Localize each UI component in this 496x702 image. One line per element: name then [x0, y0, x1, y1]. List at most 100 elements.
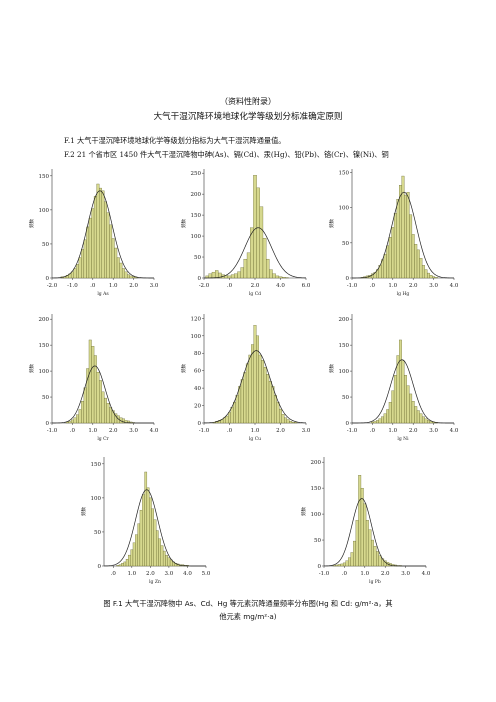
x-tick-label: 1.0: [88, 428, 97, 434]
histogram-pb: -1.0 .0 1.0 2.0 3.0 4.0 0 50 100 150 200 lg Pb 频数: [300, 453, 431, 588]
histogram-bar: [70, 419, 74, 424]
y-tick-label: 150: [339, 171, 350, 177]
x-tick-label: .0: [370, 283, 376, 289]
y-tick-label: 100: [91, 496, 102, 502]
x-tick-label: 2.0: [381, 571, 390, 577]
histogram-bar: [134, 277, 138, 279]
histogram-bar: [151, 508, 154, 567]
x-tick-label: .0: [111, 571, 117, 577]
x-tick-label: 2.0: [276, 428, 285, 434]
x-tick-label: 1.0: [388, 283, 397, 289]
histogram-bar: [119, 262, 123, 279]
histogram-bar: [253, 175, 257, 279]
x-tick-label: -2.0: [199, 283, 210, 289]
histogram-bar: [142, 494, 145, 567]
y-tick-label: 200: [311, 460, 322, 466]
y-tick-label: 150: [39, 174, 50, 180]
histogram-bar: [370, 421, 374, 424]
histogram-bar: [345, 560, 349, 567]
histogram-bar: [272, 273, 276, 279]
histogram-bar: [419, 413, 423, 424]
histogram-bar: [101, 391, 105, 424]
histogram-bar: [401, 175, 405, 279]
histogram-bar: [243, 372, 247, 424]
histogram-bar: [86, 226, 90, 279]
histogram-bar: [233, 401, 237, 424]
histogram-bar: [238, 386, 242, 424]
histogram-bar: [99, 187, 102, 279]
x-tick-label: 2.0: [146, 571, 155, 577]
histogram-bar: [248, 354, 252, 424]
x-tick-label: 4.0: [450, 428, 459, 434]
histogram-bar: [240, 379, 244, 424]
figure-caption-line2: 他元素 mg/m²·a): [219, 612, 277, 621]
histogram-bar: [281, 277, 286, 279]
y-axis-label: 频数: [28, 219, 35, 228]
histogram-bar: [81, 401, 85, 424]
histogram-svg: -2.0 -1.0 .0 1.0 2.0 3.0 0 50 100 150 lg As 频数: [28, 169, 159, 297]
histogram-bar: [88, 217, 92, 279]
histogram-bar: [240, 267, 244, 279]
y-tick-label: 250: [191, 171, 202, 177]
histogram-bar: [76, 264, 79, 279]
histogram-bar: [123, 561, 127, 567]
y-tick-label: 100: [39, 369, 50, 375]
y-tick-label: 50: [342, 395, 349, 401]
histogram-bar: [427, 420, 430, 424]
histogram-bar: [291, 421, 295, 424]
x-tick-label: 4.0: [183, 571, 192, 577]
histogram-bar: [228, 412, 231, 424]
y-axis-label: 频数: [328, 219, 335, 228]
x-tick-label: 1.0: [388, 428, 397, 434]
histogram-bar: [93, 196, 97, 279]
normal-curve: [52, 365, 154, 424]
y-tick-label: 150: [339, 343, 350, 349]
histogram-bar: [106, 403, 110, 424]
histogram-bar: [121, 268, 125, 279]
x-tick-label: 2.0: [129, 283, 138, 289]
histogram-bar: [234, 273, 238, 279]
histogram-bar: [279, 408, 282, 424]
histogram-bar: [73, 417, 77, 424]
histogram-bar: [266, 258, 270, 279]
histogram-bar: [378, 418, 382, 424]
histogram-bar: [230, 274, 235, 279]
y-tick-label: 0: [198, 276, 202, 282]
x-tick-label: 4.0: [422, 571, 431, 577]
x-tick-label: 6.0: [302, 283, 311, 289]
histogram-bar: [271, 386, 275, 424]
histogram-bar: [211, 271, 216, 279]
x-axis-label: lg Zn: [149, 579, 161, 585]
histogram-bar: [373, 546, 377, 567]
histogram-cu: -1.0 .0 1.0 2.0 3.0 0 20 40 60 80 100 120 lg Cu 频数: [180, 310, 311, 445]
histogram-bar: [109, 224, 113, 279]
histogram-ni: -1.0 .0 1.0 2.0 3.0 4.0 0 50 100 150 200 lg Ni 频数: [328, 310, 459, 445]
histogram-bar: [376, 420, 379, 424]
histogram-bar: [101, 190, 105, 279]
histogram-bar: [78, 257, 82, 279]
histogram-bar: [106, 212, 110, 279]
histogram-bar: [83, 387, 87, 424]
x-axis-label: lg Cr: [97, 436, 109, 442]
histogram-hg: -1.0 .0 1.0 2.0 3.0 4.0 0 50 100 150 lg Hg 频数: [328, 165, 459, 300]
y-tick-label: 50: [342, 241, 349, 247]
histogram-bar: [278, 276, 283, 279]
histogram-bar: [253, 325, 257, 424]
histogram-bar: [78, 409, 82, 424]
y-tick-label: 0: [98, 564, 102, 570]
normal-curve: [323, 498, 426, 567]
histogram-bar: [162, 550, 166, 567]
histogram-bar: [144, 471, 148, 567]
histogram-bar: [286, 419, 290, 424]
histogram-bar: [393, 213, 397, 279]
y-tick-label: 100: [191, 234, 202, 240]
histogram-bar: [127, 274, 130, 279]
histogram-bar: [263, 367, 267, 424]
x-axis-label: lg Pb: [369, 579, 381, 585]
y-axis-label: 频数: [80, 507, 87, 516]
histogram-bar: [350, 552, 354, 567]
y-tick-label: 100: [311, 512, 322, 518]
histogram-bar: [167, 557, 171, 567]
histogram-bar: [208, 273, 213, 279]
histogram-bar: [104, 397, 107, 424]
